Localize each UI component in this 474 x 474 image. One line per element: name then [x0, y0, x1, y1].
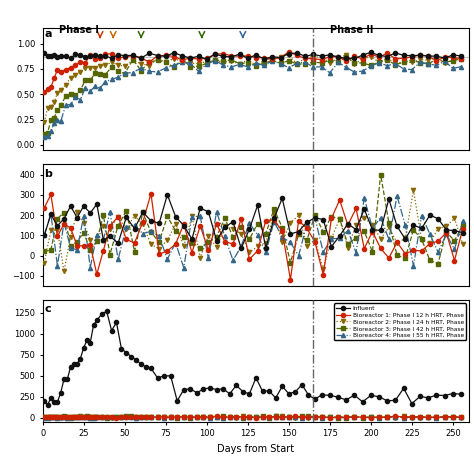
Text: b: b	[44, 169, 52, 179]
Text: Phase II: Phase II	[330, 26, 373, 36]
X-axis label: Days from Start: Days from Start	[218, 444, 294, 454]
Text: a: a	[44, 28, 52, 38]
Text: c: c	[44, 304, 51, 314]
Legend: Influent, Bioreactor 1: Phase I 12 h HRT, Phase, Bioreactor 2: Phase I 24 h HRT,: Influent, Bioreactor 1: Phase I 12 h HRT…	[334, 303, 466, 340]
Text: Phase I: Phase I	[59, 26, 99, 36]
